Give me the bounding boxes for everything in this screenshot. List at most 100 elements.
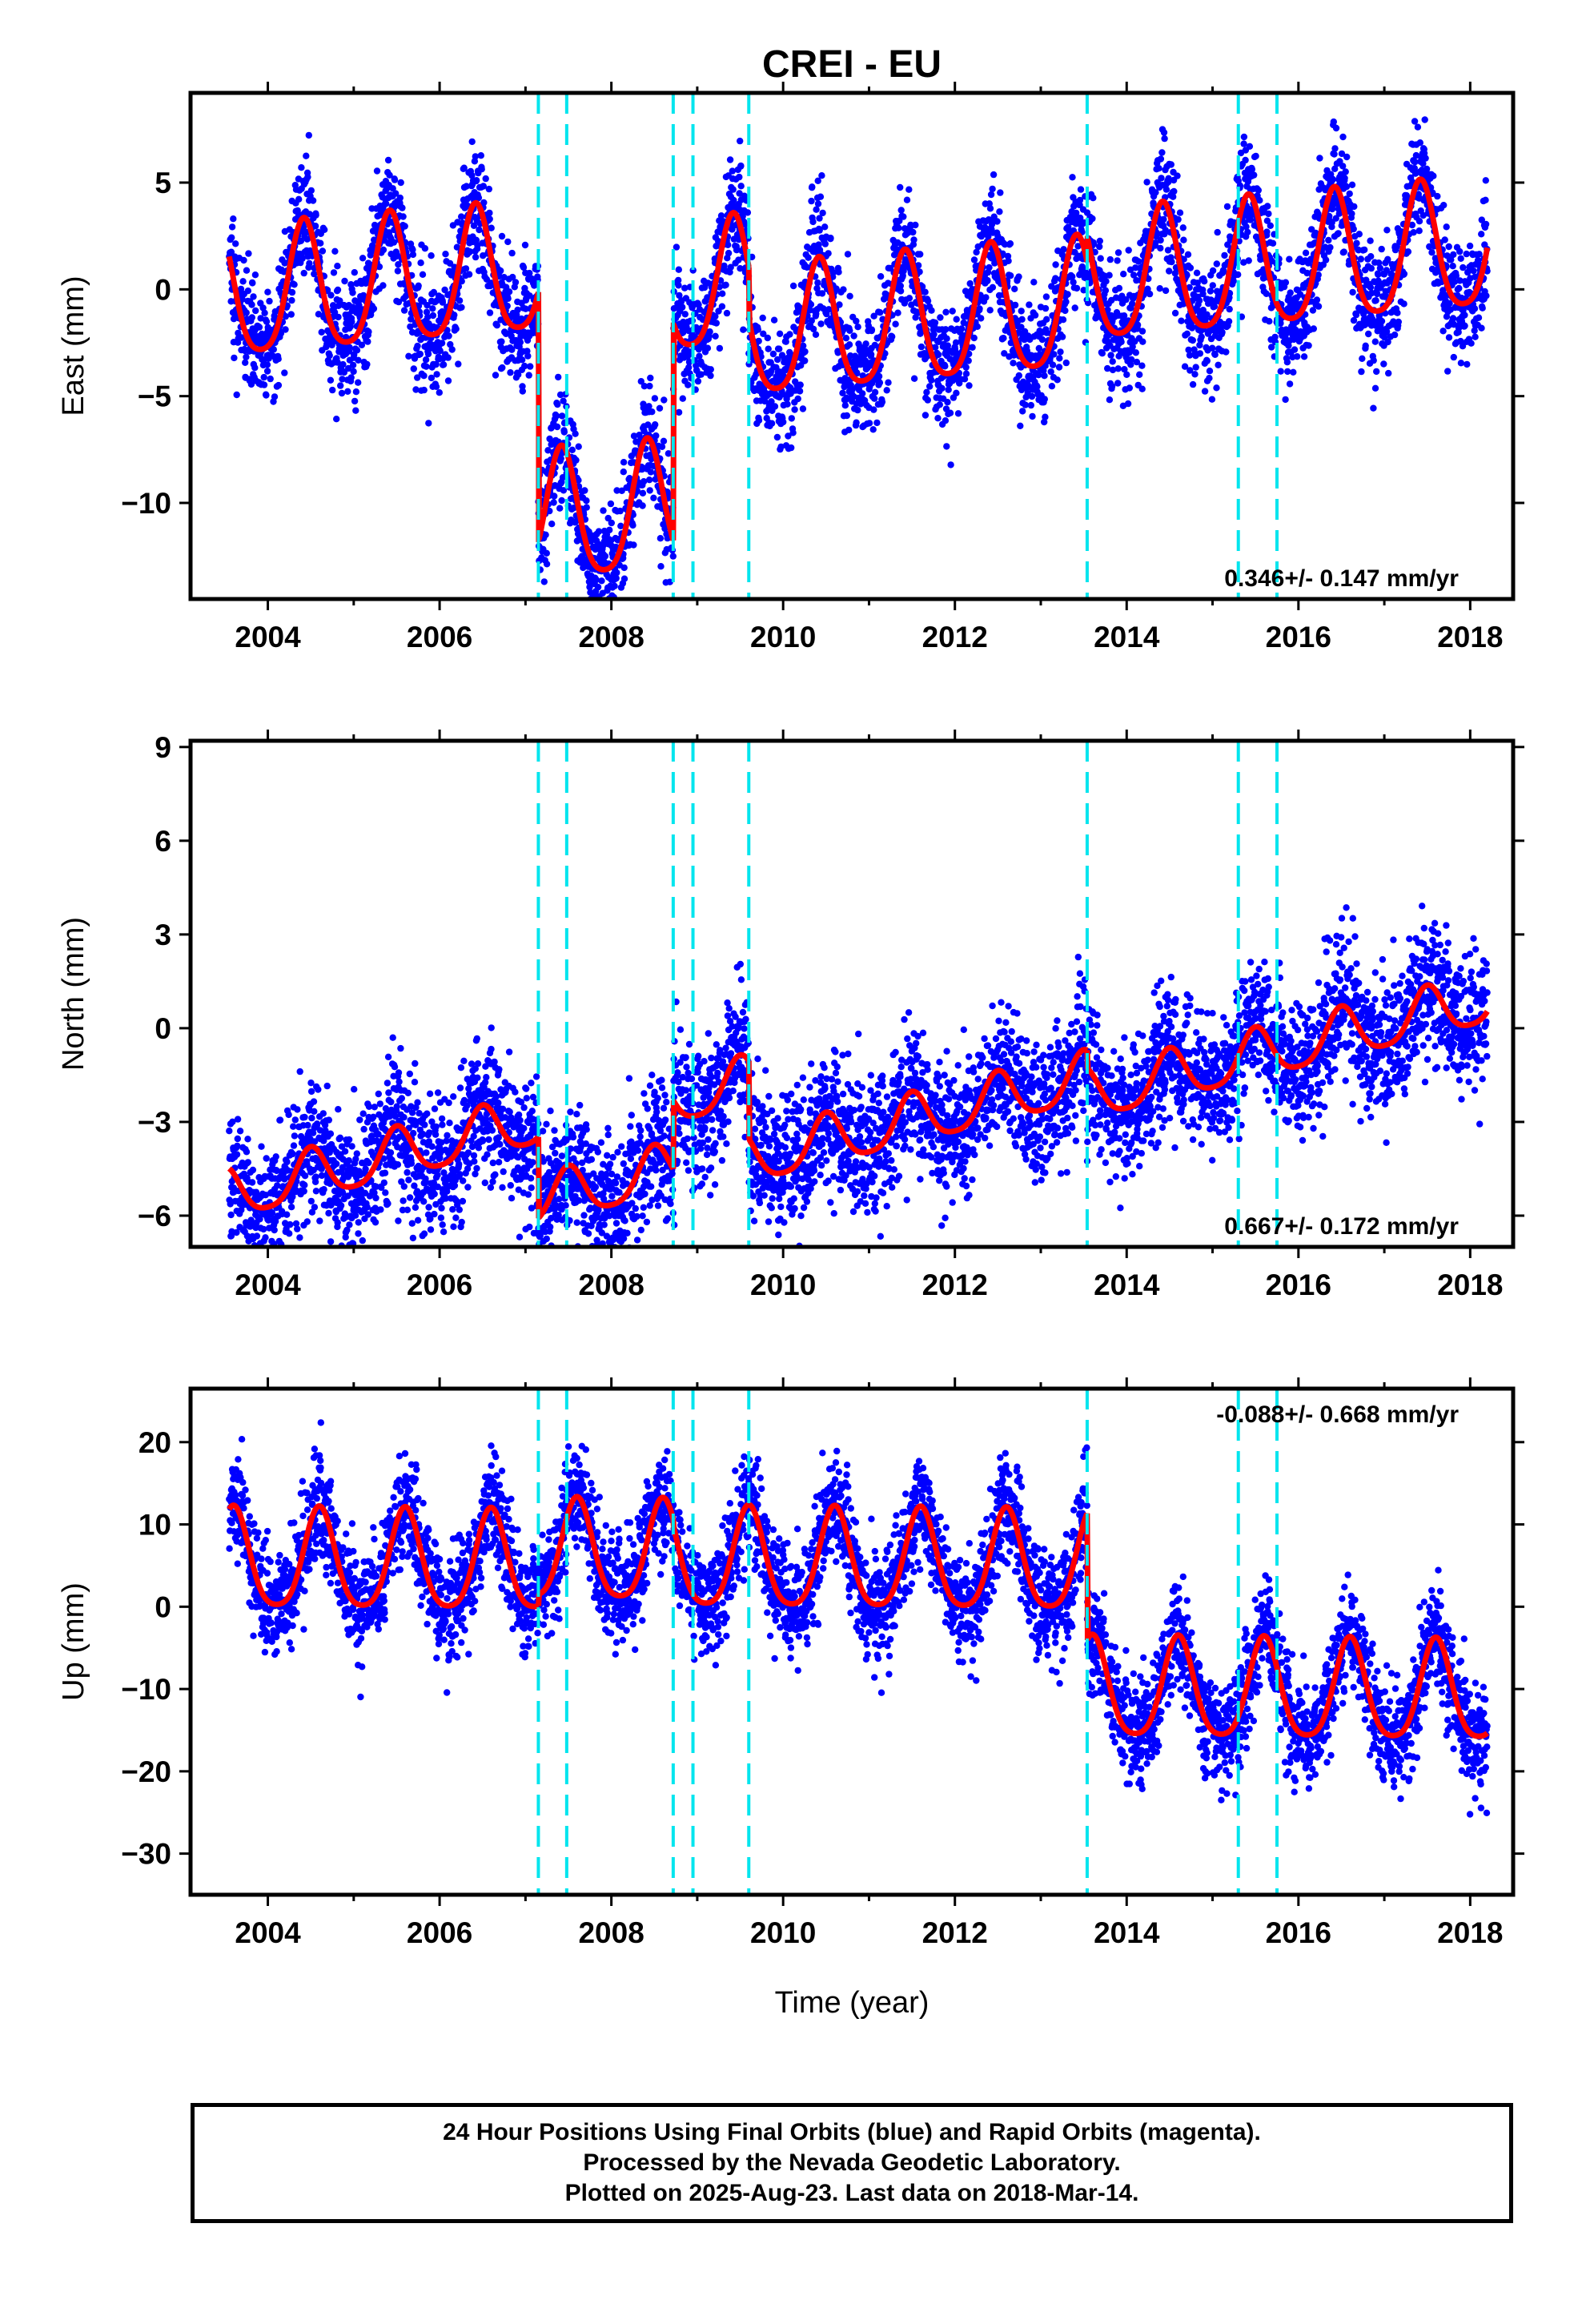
east-data-point	[531, 281, 539, 288]
east-data-point	[556, 391, 564, 399]
east-data-point	[440, 361, 448, 368]
east-data-point	[331, 247, 339, 255]
east-data-point	[600, 507, 607, 514]
east-data-point	[1445, 243, 1452, 251]
east-data-point	[1421, 116, 1428, 123]
east-data-point	[666, 578, 673, 585]
east-data-point	[1121, 366, 1128, 373]
east-data-point	[1341, 175, 1348, 182]
east-data-point	[1209, 282, 1217, 289]
east-data-point	[1196, 350, 1204, 357]
east-data-point	[1313, 296, 1321, 304]
east-data-point	[1235, 271, 1242, 279]
east-data-point	[818, 172, 825, 179]
east-data-point	[1056, 355, 1063, 362]
east-data-point	[504, 238, 512, 246]
east-data-point	[1350, 225, 1357, 233]
east-data-point	[543, 549, 550, 557]
east-data-point	[656, 535, 665, 542]
east-data-point	[785, 432, 792, 440]
east-data-point	[921, 288, 929, 296]
east-data-point	[1138, 328, 1146, 335]
east-data-point	[647, 468, 655, 476]
east-data-point	[903, 196, 911, 203]
east-data-point	[243, 309, 250, 316]
east-data-point	[900, 213, 907, 220]
east-data-point	[853, 317, 860, 325]
east-data-point	[1445, 334, 1453, 341]
east-data-point	[932, 344, 939, 351]
east-data-point	[422, 356, 430, 364]
east-data-point	[287, 311, 295, 318]
east-data-point	[583, 497, 590, 505]
east-data-point	[646, 487, 653, 494]
east-data-point	[232, 240, 239, 247]
east-data-point	[924, 297, 932, 305]
east-data-point	[829, 269, 837, 276]
east-data-point	[237, 285, 245, 293]
east-data-point	[1022, 401, 1029, 408]
east-data-point	[312, 211, 319, 219]
east-data-point	[966, 279, 974, 287]
east-data-point	[1186, 283, 1193, 292]
east-data-point	[626, 475, 633, 482]
east-data-point	[480, 199, 488, 207]
east-data-point	[679, 304, 686, 311]
east-data-point	[934, 351, 942, 359]
east-data-point	[681, 311, 689, 318]
east-data-point	[722, 281, 729, 288]
east-data-point	[275, 381, 283, 389]
east-data-point	[414, 374, 421, 381]
east-data-point	[353, 347, 361, 354]
east-data-point	[1246, 143, 1254, 150]
east-data-point	[592, 545, 599, 553]
east-data-point	[914, 262, 922, 269]
east-data-point	[871, 388, 879, 396]
east-data-point	[1157, 244, 1164, 252]
east-data-point	[725, 241, 732, 248]
east-data-point	[242, 359, 249, 366]
east-data-point	[462, 265, 470, 272]
east-data-point	[931, 319, 939, 327]
east-data-point	[786, 331, 793, 338]
east-data-point	[613, 569, 620, 577]
east-data-point	[645, 403, 652, 410]
east-data-point	[953, 389, 960, 396]
east-data-point	[282, 326, 289, 333]
east-data-point	[661, 396, 668, 404]
east-data-point	[1449, 315, 1457, 322]
east-data-point	[652, 476, 659, 483]
east-data-point	[542, 531, 549, 538]
east-data-point	[475, 194, 483, 201]
east-data-point	[1310, 325, 1318, 332]
east-data-point	[1391, 331, 1399, 339]
east-data-point	[525, 372, 532, 379]
east-data-point	[558, 497, 565, 505]
east-data-point	[1076, 201, 1083, 209]
east-data-point	[1048, 383, 1056, 390]
east-data-point	[694, 377, 702, 385]
east-data-point	[737, 137, 744, 145]
east-data-point	[639, 502, 646, 509]
east-data-point	[1029, 412, 1036, 420]
east-data-point	[1203, 311, 1211, 318]
east-data-point	[468, 171, 476, 179]
east-data-point	[263, 361, 271, 368]
east-data-point	[1206, 375, 1213, 382]
east-data-point	[453, 243, 461, 251]
east-data-point	[707, 372, 714, 380]
east-data-point	[1158, 149, 1166, 156]
east-data-point	[989, 185, 996, 193]
east-data-point	[601, 553, 609, 560]
east-data-point	[444, 377, 452, 384]
east-data-point	[1201, 388, 1209, 395]
east-data-point	[1221, 251, 1228, 259]
east-data-point	[345, 364, 352, 372]
east-data-point	[1132, 349, 1140, 356]
east-data-point	[527, 363, 534, 370]
east-data-point	[966, 350, 973, 358]
east-panel: 2004 2006 2008 2010 2012 2014 2016 2018−10−505E…	[57, 82, 1524, 653]
east-data-point	[961, 376, 969, 383]
east-data-point	[1052, 275, 1059, 282]
east-data-point	[799, 405, 807, 412]
